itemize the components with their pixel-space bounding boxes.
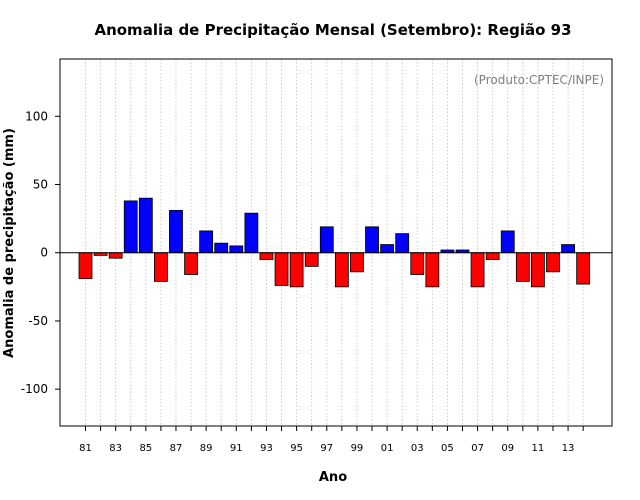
bar-1990	[214, 242, 229, 254]
y-tick-label: -50	[28, 314, 48, 328]
bar-2013	[561, 244, 575, 254]
x-tick-label: 99	[351, 443, 364, 454]
y-tick-label: -100	[21, 382, 48, 396]
bar-2000	[365, 226, 379, 254]
x-tick-label: 11	[532, 443, 545, 454]
bar-2004	[425, 252, 440, 288]
bar-1996	[304, 252, 319, 267]
x-axis-title: Ano	[319, 470, 347, 485]
bar-2012	[546, 252, 560, 273]
bar-1998	[334, 252, 349, 288]
bar-1989	[199, 230, 214, 254]
bar-2007	[470, 252, 485, 288]
x-tick-label: 87	[170, 443, 183, 454]
chart-title: Anomalia de Precipitação Mensal (Setembr…	[94, 21, 571, 39]
y-axis: -100 -50 0 50 100	[21, 109, 60, 396]
bar-2011	[531, 252, 545, 288]
bar-2009	[500, 230, 515, 254]
bar-2014	[576, 252, 591, 285]
y-tick-label: 0	[40, 246, 48, 260]
x-tick-label: 89	[200, 443, 213, 454]
x-tick-label: 13	[562, 443, 575, 454]
bar-1987	[169, 210, 183, 254]
plot-frame	[59, 58, 613, 427]
x-tick-label: 09	[501, 443, 514, 454]
bar-2002	[395, 233, 410, 254]
bar-1991	[229, 245, 244, 254]
x-tick-label: 91	[230, 443, 243, 454]
y-axis-title: Anomalia de precipitação (mm)	[2, 128, 17, 358]
bar-1981	[78, 252, 93, 280]
x-tick-label: 07	[471, 443, 484, 454]
x-tick-label: 81	[79, 443, 92, 454]
x-tick-label: 85	[139, 443, 152, 454]
bar-1999	[350, 252, 364, 273]
bar-1997	[319, 226, 334, 254]
bar-1985	[138, 197, 153, 254]
bar-2008	[485, 252, 500, 260]
x-tick-label: 95	[290, 443, 303, 454]
bar-2003	[410, 252, 425, 275]
x-tick-label: 97	[320, 443, 333, 454]
bar-1986	[153, 252, 168, 282]
bars-layer	[78, 197, 591, 288]
bar-1984	[123, 200, 138, 254]
credit-text: (Produto:CPTEC/INPE)	[474, 73, 604, 87]
x-tick-label: 03	[411, 443, 424, 454]
y-tick-label: 50	[33, 178, 48, 192]
bar-1992	[244, 212, 259, 254]
x-tick-label: 01	[381, 443, 394, 454]
y-tick-label: 100	[25, 109, 48, 123]
bar-2010	[515, 252, 530, 282]
x-tick-label: 05	[441, 443, 454, 454]
bar-1988	[184, 252, 198, 275]
x-axis: 81 83 85 87 89 91 93 95 97 99 01 03 05 07 09 11 13	[79, 426, 584, 454]
bar-1983	[108, 252, 123, 259]
bar-1995	[289, 252, 304, 288]
x-tick-label: 93	[260, 443, 273, 454]
bar-2001	[380, 244, 395, 254]
x-tick-label: 83	[109, 443, 122, 454]
bar-1993	[259, 252, 274, 260]
bar-1994	[274, 252, 289, 286]
